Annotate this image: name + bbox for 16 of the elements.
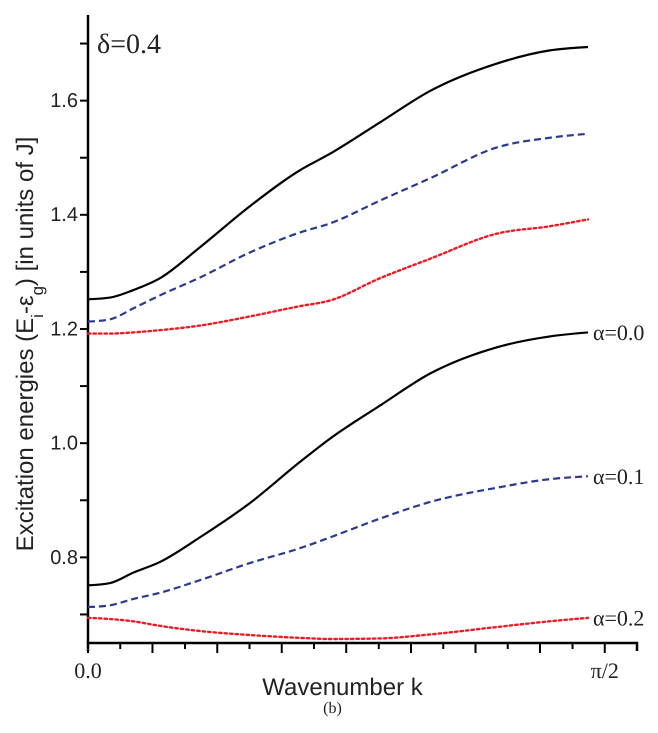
x-tick-label: π/2 <box>590 658 619 684</box>
annotation: δ=0.4 <box>97 29 161 60</box>
x-tick-label: 0.0 <box>74 658 102 684</box>
line-series <box>86 475 590 608</box>
y-tick-label: 1.2 <box>50 318 78 340</box>
y-tick-label: 0.8 <box>50 546 78 569</box>
y-tick-label: 1.4 <box>50 204 78 226</box>
text: (b) <box>323 700 342 717</box>
line-series <box>86 218 590 335</box>
x-axis-title: Wavenumber k <box>262 674 424 701</box>
series-label: α=0.0 <box>592 320 644 346</box>
y-tick-label: 1.0 <box>50 432 78 455</box>
y-tick-label: 1.6 <box>50 90 78 112</box>
series-label: α=0.1 <box>592 464 644 489</box>
series-label: α=0.2 <box>592 606 644 631</box>
line-series <box>86 616 590 640</box>
